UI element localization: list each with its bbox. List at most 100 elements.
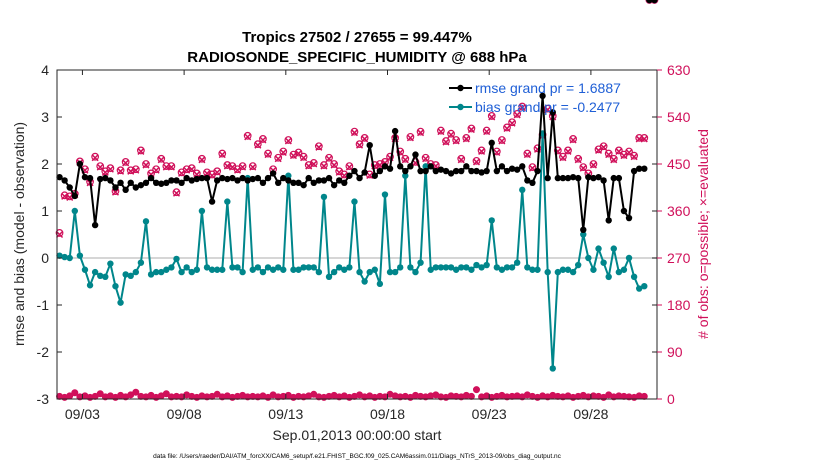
bias-marker — [234, 264, 241, 271]
obs-evaluated-marker — [152, 166, 160, 174]
obs-evaluated-marker — [467, 126, 475, 134]
bias-marker — [600, 259, 607, 266]
bias-marker — [61, 253, 68, 261]
bias-marker — [636, 285, 643, 292]
obs-possible-marker — [126, 166, 135, 175]
obs-evaluated-marker — [218, 151, 226, 159]
y-axis-label-left: rmse and bias (model - observation) — [11, 122, 27, 346]
obs-evaluated-marker — [122, 159, 130, 167]
bias-marker — [513, 259, 521, 266]
bias-marker — [178, 268, 185, 276]
bias-marker — [529, 266, 536, 273]
obs-possible-marker — [299, 152, 308, 161]
bias-marker — [310, 264, 317, 271]
obs-evaluated-marker — [345, 163, 353, 171]
obs-evaluated-marker — [172, 189, 181, 197]
rmse-marker — [300, 181, 307, 189]
obs-possible-marker — [559, 152, 567, 161]
rmse-marker — [208, 198, 216, 205]
rmse-marker — [336, 177, 343, 184]
rmse-marker — [620, 207, 628, 215]
obs-possible-marker — [447, 129, 455, 138]
obs-evaluated-marker — [417, 129, 425, 137]
obs-count-bottom-marker — [162, 390, 170, 398]
rmse-marker — [259, 179, 267, 186]
rmse-marker — [493, 167, 501, 175]
rmse-marker — [641, 165, 648, 172]
obs-evaluated-marker — [478, 147, 486, 155]
y-right-tick-label: 450 — [667, 156, 691, 172]
y-left-tick-label: 4 — [41, 62, 49, 78]
rmse-marker — [636, 165, 643, 172]
y-right-tick-label: 90 — [667, 344, 683, 360]
obs-evaluated-marker — [640, 135, 648, 143]
obs-evaluated-marker — [167, 163, 175, 171]
rmse-marker — [524, 177, 531, 184]
bias-marker — [458, 264, 465, 271]
rmse-marker — [381, 163, 389, 170]
rmse-marker — [224, 175, 231, 183]
obs-possible-marker — [630, 151, 639, 160]
obs-possible-marker — [309, 159, 318, 167]
rmse-marker — [458, 167, 465, 175]
obs-possible-marker — [436, 126, 445, 135]
obs-possible-marker — [625, 147, 633, 156]
bias-marker — [381, 191, 389, 198]
rmse-marker — [478, 169, 485, 176]
bias-marker — [107, 260, 114, 267]
bias-marker — [269, 266, 277, 273]
obs-evaluated-marker — [300, 154, 308, 162]
obs-count-bottom-marker — [472, 386, 480, 394]
bias-marker — [91, 268, 99, 276]
obs-evaluated-marker — [564, 147, 572, 155]
rmse-marker — [468, 167, 475, 175]
rmse-marker — [142, 179, 150, 186]
obs-count-bottom-marker — [467, 392, 475, 400]
obs-possible-marker — [564, 146, 572, 155]
obs-possible-marker — [498, 136, 506, 144]
rmse-marker — [549, 109, 556, 116]
rmse-marker — [158, 180, 165, 187]
obs-evaluated-marker — [569, 136, 577, 144]
rmse-marker — [122, 186, 129, 194]
rmse-marker — [498, 163, 506, 170]
rmse-marker — [397, 163, 404, 170]
bias-marker — [559, 266, 567, 273]
bias-marker — [290, 266, 297, 273]
bias-marker — [402, 172, 409, 179]
obs-possible-marker — [513, 109, 522, 118]
y-axis-label-right: # of obs: o=possible; ×=evaluated — [695, 129, 711, 339]
obs-possible-marker — [401, 154, 410, 163]
obs-possible-marker — [121, 158, 130, 166]
obs-possible-marker — [604, 149, 613, 158]
bias-marker — [213, 266, 221, 273]
obs-evaluated-marker — [137, 147, 145, 155]
obs-possible-marker — [523, 149, 532, 158]
bias-marker — [127, 272, 134, 280]
bias-marker — [524, 264, 531, 271]
rmse-marker — [646, 0, 653, 4]
rmse-marker — [249, 175, 256, 183]
rmse-marker — [386, 165, 394, 172]
rmse-marker — [529, 179, 536, 186]
bias-marker — [473, 261, 480, 269]
rmse-marker — [168, 177, 175, 184]
rmse-marker — [615, 174, 623, 182]
rmse-marker — [244, 177, 251, 184]
rmse-marker — [544, 174, 551, 182]
legend-bias-marker — [457, 103, 464, 111]
rmse-marker — [610, 174, 617, 182]
x-tick-label: 09/23 — [472, 406, 507, 422]
bias-marker — [81, 266, 89, 273]
rmse-marker — [442, 167, 450, 175]
obs-evaluated-marker — [279, 148, 287, 157]
obs-possible-marker — [157, 154, 166, 163]
bias-marker — [569, 268, 577, 276]
bias-marker — [330, 268, 338, 276]
bias-marker — [615, 268, 623, 276]
bias-marker — [605, 273, 612, 280]
rmse-marker — [285, 177, 292, 184]
rmse-marker — [188, 177, 195, 184]
bias-marker — [361, 278, 368, 285]
rmse-marker — [346, 172, 353, 179]
